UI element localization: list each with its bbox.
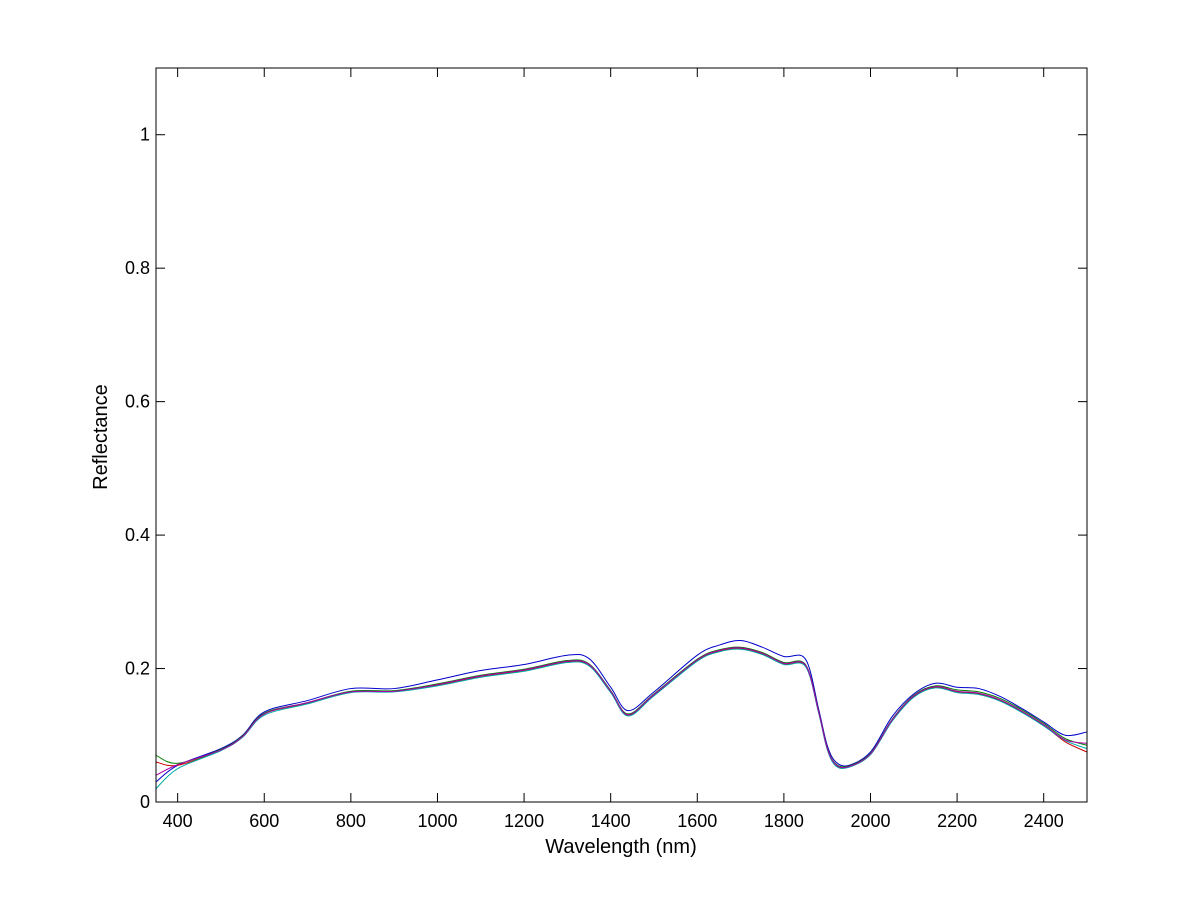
plot-area bbox=[156, 68, 1087, 802]
x-tick-label: 1000 bbox=[417, 811, 457, 831]
series-layer bbox=[155, 640, 1088, 790]
y-axis-label: Reflectance bbox=[90, 384, 112, 490]
y-tick-label: 0.8 bbox=[125, 258, 150, 278]
y-tick-label: 0.2 bbox=[125, 659, 150, 679]
y-tick-label: 0.4 bbox=[125, 525, 150, 545]
y-tick-label: 0 bbox=[140, 792, 150, 812]
y-tick-label: 1 bbox=[140, 125, 150, 145]
x-tick-label: 800 bbox=[336, 811, 366, 831]
x-tick-label: 2400 bbox=[1024, 811, 1064, 831]
plot-frame bbox=[155, 67, 1088, 803]
x-tick-label: 400 bbox=[163, 811, 193, 831]
x-tick-label: 1800 bbox=[764, 811, 804, 831]
x-tick-label: 1600 bbox=[677, 811, 717, 831]
x-tick-label: 1200 bbox=[504, 811, 544, 831]
series-line-5 bbox=[155, 647, 1088, 776]
series-line-1 bbox=[155, 640, 1088, 783]
x-axis-label: Wavelength (nm) bbox=[545, 836, 697, 858]
series-line-3 bbox=[155, 646, 1088, 768]
x-tick-label: 600 bbox=[249, 811, 279, 831]
tick-layer: 400 600 800 1000 1200 1400 1600 1800 2000 2200 240… bbox=[125, 68, 1087, 831]
series-line-4 bbox=[155, 648, 1088, 790]
x-tick-label: 1400 bbox=[591, 811, 631, 831]
x-tick-label: 2200 bbox=[937, 811, 977, 831]
y-tick-label: 0.6 bbox=[125, 392, 150, 412]
x-tick-label: 2000 bbox=[850, 811, 890, 831]
